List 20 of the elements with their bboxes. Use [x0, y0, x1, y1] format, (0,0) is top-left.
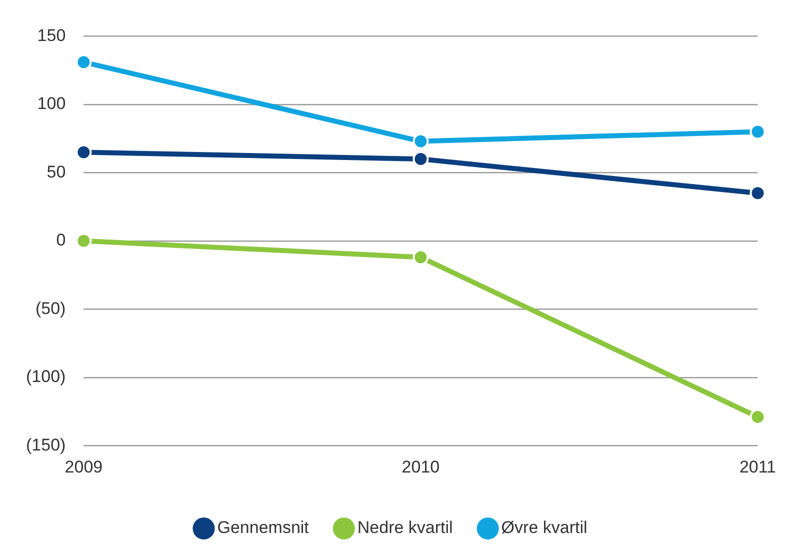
legend-label: Gennemsnit [217, 518, 310, 538]
point [76, 232, 92, 249]
y-tick-label: (150) [26, 435, 66, 454]
y-tick-label: 100 [37, 94, 66, 114]
x-tick-label: 2011 [739, 457, 776, 476]
legend-label: Nedre kvartil [357, 518, 453, 538]
point [412, 249, 429, 266]
point [750, 185, 766, 202]
point [76, 54, 92, 70]
y-tick-label: 50 [46, 162, 66, 182]
point [76, 144, 92, 160]
x-tick-label: 2010 [402, 457, 440, 476]
y-tick-label: (50) [35, 298, 66, 318]
point [412, 133, 429, 150]
y-tick-label: (100) [26, 367, 66, 386]
legend-label: Øvre kvartil [501, 518, 588, 538]
point [750, 124, 766, 140]
y-tick-label: 0 [56, 230, 66, 250]
x-tick-label: 2009 [64, 457, 103, 476]
y-tick-label: 150 [37, 26, 66, 45]
